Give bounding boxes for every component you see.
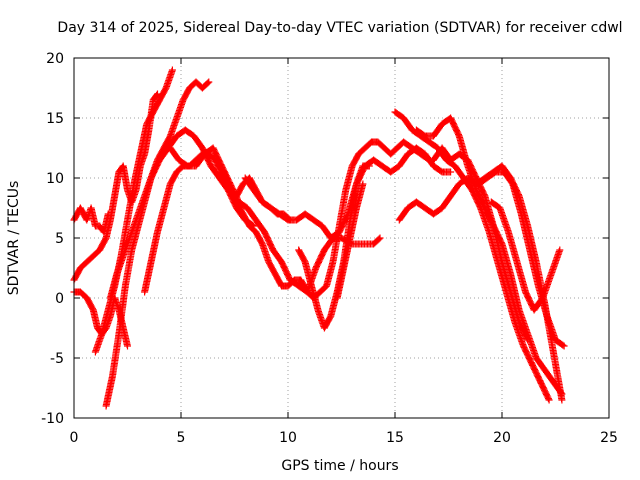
y-tick-label: 20: [46, 51, 64, 67]
series-pass-q: [466, 168, 568, 350]
data-points-pass-q: [466, 168, 568, 350]
series-pass-r: [487, 198, 564, 314]
x-tick-label: 20: [493, 430, 511, 446]
y-axis-label: SDTVAR / TECUs: [6, 181, 22, 296]
x-axis-label: GPS time / hours: [281, 458, 398, 474]
chart-title: Day 314 of 2025, Sidereal Day-to-day VTE…: [57, 20, 622, 36]
y-tick-label: 0: [55, 291, 64, 307]
y-tick-label: 5: [55, 231, 64, 247]
axis-ticks: 0 5 10 15 20 25 -10 -5 0 5 10 15 20: [41, 51, 618, 446]
data-points-pass-i: [220, 138, 433, 302]
y-tick-label: 15: [46, 111, 64, 127]
series-pass-l: [333, 180, 367, 302]
y-tick-label: 10: [46, 171, 64, 187]
x-tick-label: 10: [279, 430, 297, 446]
y-tick-label: -5: [50, 351, 64, 367]
x-tick-label: 15: [386, 430, 404, 446]
y-tick-label: -10: [41, 411, 64, 427]
data-markers: [70, 66, 568, 410]
data-points-pass-l: [333, 180, 367, 302]
x-tick-label: 25: [600, 430, 618, 446]
x-tick-label: 5: [177, 430, 186, 446]
data-points-pass-r: [487, 198, 564, 314]
series-pass-i: [220, 138, 433, 302]
x-tick-label: 0: [70, 430, 79, 446]
